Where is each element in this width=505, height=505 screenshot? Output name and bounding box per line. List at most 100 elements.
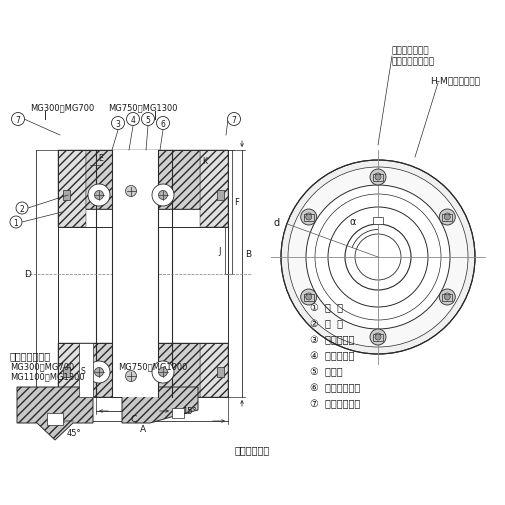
Text: C: C [131, 414, 137, 423]
Bar [304, 294, 314, 301]
Circle shape [159, 368, 168, 377]
Circle shape [300, 210, 317, 226]
Circle shape [375, 334, 381, 340]
Text: 7: 7 [16, 115, 20, 124]
Bar [112, 150, 158, 397]
Bar [373, 174, 383, 181]
Bar [47, 413, 63, 425]
Circle shape [288, 168, 468, 347]
Circle shape [152, 361, 174, 383]
Bar [442, 214, 452, 221]
Text: 45°: 45° [67, 429, 82, 438]
Circle shape [306, 294, 312, 300]
Bar [373, 334, 383, 341]
Circle shape [88, 185, 110, 207]
Text: D: D [24, 270, 31, 278]
Text: MG300～MG700: MG300～MG700 [30, 104, 94, 112]
Circle shape [126, 371, 136, 382]
Circle shape [157, 117, 170, 130]
Bar [79, 343, 93, 397]
Text: ⑥  オイルシール: ⑥ オイルシール [310, 382, 360, 392]
Text: 4: 4 [131, 115, 135, 124]
Bar [442, 294, 452, 301]
Text: ⑤  止め輪: ⑤ 止め輪 [310, 366, 342, 376]
Text: K: K [202, 156, 207, 165]
Text: ⑦  給排油プラグ: ⑦ 給排油プラグ [310, 398, 360, 408]
Bar [63, 190, 70, 200]
Text: MG750～MG1300: MG750～MG1300 [108, 104, 177, 112]
Text: ②  外  輪: ② 外 輪 [310, 318, 343, 328]
Circle shape [444, 294, 450, 300]
Text: ①  内  輪: ① 内 輪 [310, 302, 343, 313]
Text: 6: 6 [161, 119, 166, 128]
Circle shape [94, 368, 104, 377]
Text: MG750～MG1000: MG750～MG1000 [118, 362, 187, 371]
Circle shape [159, 191, 168, 200]
Circle shape [88, 361, 110, 383]
Bar [304, 214, 314, 221]
Text: 5: 5 [145, 115, 150, 124]
Text: 7: 7 [232, 115, 236, 124]
Text: J: J [219, 246, 221, 255]
Circle shape [374, 174, 382, 182]
Text: 2: 2 [20, 204, 24, 213]
Text: ③  カムケージ: ③ カムケージ [310, 334, 355, 344]
Circle shape [370, 329, 386, 345]
Circle shape [141, 113, 155, 126]
Bar [86, 150, 200, 210]
Circle shape [439, 210, 456, 226]
Polygon shape [17, 387, 93, 440]
Circle shape [10, 217, 22, 229]
Text: E: E [98, 154, 103, 163]
Circle shape [443, 214, 451, 222]
Circle shape [444, 215, 450, 221]
Circle shape [227, 113, 240, 126]
Circle shape [305, 214, 313, 222]
Text: 1: 1 [14, 218, 18, 227]
Circle shape [300, 289, 317, 306]
Bar [217, 367, 224, 377]
Text: MG300～MG700: MG300～MG700 [10, 362, 74, 371]
Circle shape [16, 203, 28, 215]
Polygon shape [122, 387, 198, 423]
Circle shape [152, 185, 174, 207]
Text: 3: 3 [116, 119, 120, 128]
Bar [58, 343, 86, 397]
Text: ④  ベアリング: ④ ベアリング [310, 350, 355, 360]
Bar [217, 190, 224, 200]
Text: F: F [234, 198, 239, 207]
Circle shape [126, 186, 136, 197]
Bar [200, 343, 228, 397]
Bar [86, 343, 200, 397]
Bar [200, 150, 228, 228]
Circle shape [345, 225, 411, 290]
Circle shape [439, 289, 456, 306]
Circle shape [370, 170, 386, 186]
Circle shape [443, 293, 451, 301]
Text: d: d [274, 217, 280, 227]
Text: S: S [80, 366, 85, 375]
Text: H-M（両面等配）: H-M（両面等配） [430, 76, 480, 85]
Text: 15°: 15° [182, 406, 196, 415]
Bar [63, 367, 70, 377]
Text: MG1100～MG1300: MG1100～MG1300 [10, 372, 85, 381]
Bar [373, 218, 383, 225]
Circle shape [375, 175, 381, 181]
Circle shape [281, 161, 475, 355]
Text: B: B [245, 249, 251, 259]
Text: 位置は次頁に記載: 位置は次頁に記載 [392, 58, 435, 66]
Bar [58, 150, 86, 228]
Bar [172, 408, 184, 418]
Circle shape [306, 215, 312, 221]
Text: 軸稴の面取角度: 軸稴の面取角度 [10, 350, 51, 360]
Circle shape [305, 293, 313, 301]
Text: A: A [140, 424, 146, 433]
Circle shape [12, 113, 25, 126]
Circle shape [306, 186, 450, 329]
Circle shape [126, 113, 139, 126]
Text: α: α [350, 217, 356, 227]
Circle shape [94, 191, 104, 200]
Circle shape [112, 117, 125, 130]
Text: 給排油プラグの: 給排油プラグの [392, 46, 430, 56]
Circle shape [374, 333, 382, 341]
